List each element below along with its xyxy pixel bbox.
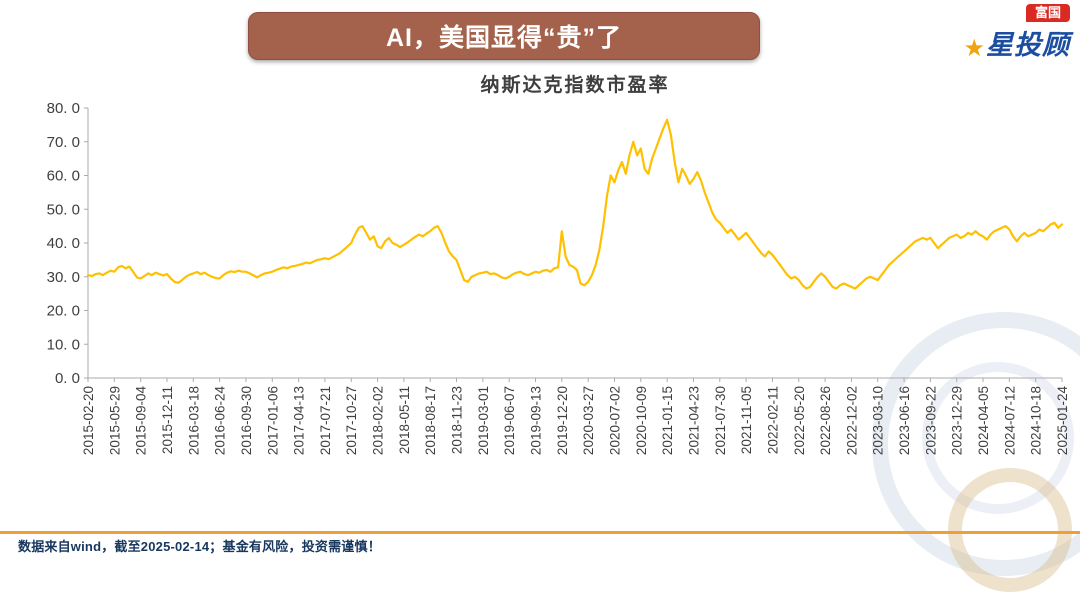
x-tick-label: 2021-11-05 bbox=[739, 386, 754, 454]
x-tick-label: 2022-02-11 bbox=[765, 386, 780, 454]
x-tick-label: 2023-03-10 bbox=[871, 386, 886, 455]
x-tick-label: 2024-10-18 bbox=[1029, 386, 1044, 455]
x-tick-label: 2019-12-20 bbox=[555, 386, 570, 455]
x-tick-label: 2017-07-21 bbox=[318, 386, 333, 455]
x-tick-label: 2023-06-16 bbox=[897, 386, 912, 455]
x-tick-label: 2021-07-30 bbox=[713, 386, 728, 455]
x-tick-label: 2018-08-17 bbox=[423, 386, 438, 455]
chart-title: 纳斯达克指数市盈率 bbox=[480, 75, 670, 96]
y-tick-label: 80. 0 bbox=[47, 100, 80, 117]
x-tick-label: 2019-09-13 bbox=[529, 386, 544, 455]
x-tick-label: 2022-12-02 bbox=[844, 386, 859, 455]
x-tick-label: 2016-06-24 bbox=[213, 386, 228, 456]
brand-name: 星投顾 bbox=[986, 30, 1070, 60]
brand-name-row: ★星投顾 bbox=[940, 23, 1070, 63]
x-tick-label: 2021-04-23 bbox=[686, 386, 701, 455]
footer-divider bbox=[0, 531, 1080, 534]
x-tick-label: 2023-12-29 bbox=[950, 386, 965, 455]
y-tick-label: 30. 0 bbox=[47, 269, 80, 286]
y-tick-label: 0. 0 bbox=[55, 370, 80, 387]
title-banner: AI，美国显得“贵”了 bbox=[248, 12, 760, 60]
y-tick-label: 20. 0 bbox=[47, 303, 80, 320]
x-tick-label: 2016-09-30 bbox=[239, 386, 254, 455]
x-tick-label: 2015-09-04 bbox=[134, 386, 149, 456]
x-tick-label: 2018-02-02 bbox=[371, 386, 386, 455]
x-tick-label: 2018-05-11 bbox=[397, 386, 412, 454]
x-tick-label: 2020-10-09 bbox=[634, 386, 649, 455]
x-tick-label: 2015-02-20 bbox=[81, 386, 96, 455]
y-tick-label: 50. 0 bbox=[47, 201, 80, 218]
x-tick-label: 2015-05-29 bbox=[107, 386, 122, 455]
footer-disclaimer: 数据来自wind，截至2025-02-14；基金有风险，投资需谨慎！ bbox=[18, 539, 381, 554]
banner-title: AI，美国显得“贵”了 bbox=[385, 24, 622, 52]
star-icon: ★ bbox=[963, 35, 985, 62]
x-tick-label: 2016-03-18 bbox=[186, 386, 201, 455]
x-tick-label: 2017-10-27 bbox=[344, 386, 359, 455]
x-tick-label: 2020-03-27 bbox=[581, 386, 596, 455]
x-tick-label: 2015-12-11 bbox=[160, 386, 175, 454]
y-tick-label: 40. 0 bbox=[47, 235, 80, 252]
x-tick-label: 2020-07-02 bbox=[607, 386, 622, 455]
y-tick-label: 10. 0 bbox=[47, 336, 80, 353]
x-tick-label: 2017-04-13 bbox=[292, 386, 307, 455]
x-tick-label: 2017-01-06 bbox=[265, 386, 280, 455]
x-tick-label: 2023-09-22 bbox=[923, 386, 938, 455]
x-tick-label: 2019-06-07 bbox=[502, 386, 517, 455]
x-tick-label: 2022-05-20 bbox=[792, 386, 807, 455]
x-tick-label: 2018-11-23 bbox=[450, 386, 465, 454]
y-tick-label: 60. 0 bbox=[47, 168, 80, 185]
x-tick-label: 2025-01-24 bbox=[1055, 386, 1070, 456]
x-tick-label: 2024-07-12 bbox=[1002, 386, 1017, 455]
x-tick-label: 2021-01-15 bbox=[660, 386, 675, 455]
x-tick-label: 2019-03-01 bbox=[476, 386, 491, 455]
brand-tag: 富国 bbox=[1025, 4, 1070, 22]
pe-ratio-line bbox=[86, 118, 1064, 290]
y-tick-label: 70. 0 bbox=[47, 134, 80, 151]
x-tick-label: 2022-08-26 bbox=[818, 386, 833, 455]
x-tick-label: 2024-04-05 bbox=[976, 386, 991, 455]
brand-logo: 富国 ★星投顾 bbox=[940, 4, 1070, 63]
pe-line-chart: 0. 0 10. 0 20. 0 30. 0 40. 0 50. 0 60. 0 70. 0 8… bbox=[47, 100, 1070, 456]
